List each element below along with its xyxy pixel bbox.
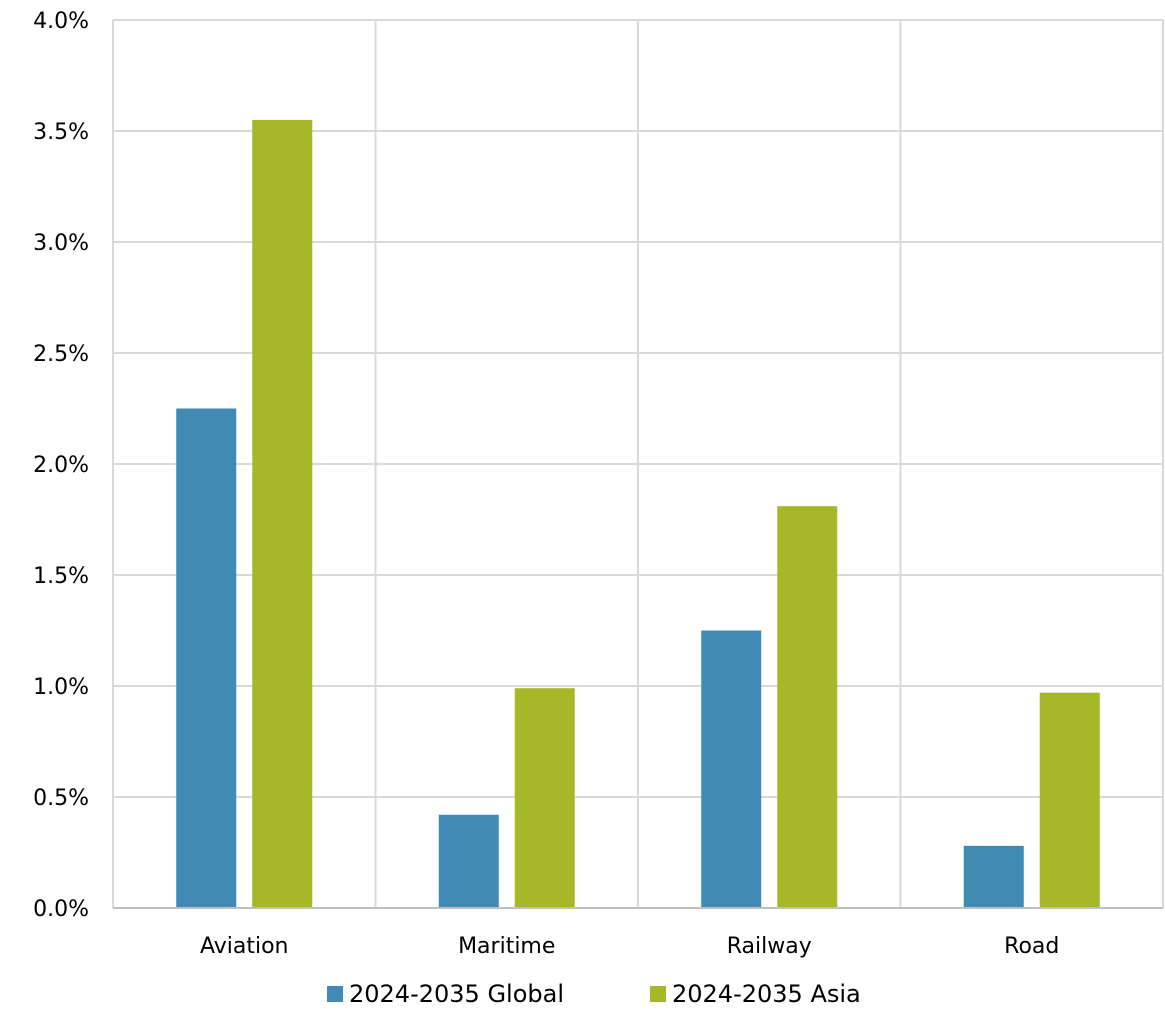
legend-swatch-2 <box>650 986 666 1002</box>
y-tick-label: 1.0% <box>33 675 89 700</box>
y-tick-label: 0.5% <box>33 786 89 811</box>
x-tick-label: Aviation <box>200 934 289 959</box>
x-tick-label: Railway <box>727 934 812 959</box>
bar-maritime-series-2 <box>514 688 575 908</box>
legend-label-1: 2024-2035 Global <box>349 980 564 1008</box>
bars <box>176 119 1100 908</box>
legend-label-2: 2024-2035 Asia <box>672 980 861 1008</box>
x-tick-label: Road <box>1004 934 1059 959</box>
bar-aviation-series-2 <box>252 119 313 908</box>
y-axis-ticks: 0.0% 0.5% 1.0% 1.5% 2.0% 2.5% 3.0% 3.5% 4.0% <box>33 9 89 922</box>
y-tick-label: 1.5% <box>33 564 89 589</box>
x-tick-label: Maritime <box>458 934 555 959</box>
y-tick-label: 0.0% <box>33 897 89 922</box>
bar-road-series-1 <box>963 845 1024 908</box>
bar-railway-series-2 <box>777 506 838 908</box>
y-tick-label: 4.0% <box>33 9 89 34</box>
legend: 2024-2035 Global 2024-2035 Asia <box>327 980 861 1008</box>
bar-aviation-series-1 <box>176 408 237 908</box>
legend-swatch-1 <box>327 986 343 1002</box>
x-axis-labels: Aviation Maritime Railway Road <box>200 934 1059 959</box>
bar-maritime-series-1 <box>438 814 499 908</box>
axes <box>112 20 1163 909</box>
bar-road-series-2 <box>1039 692 1100 908</box>
y-tick-label: 2.5% <box>33 342 89 367</box>
bar-railway-series-1 <box>701 630 762 908</box>
y-tick-label: 3.0% <box>33 231 89 256</box>
y-tick-label: 3.5% <box>33 120 89 145</box>
y-tick-label: 2.0% <box>33 453 89 478</box>
